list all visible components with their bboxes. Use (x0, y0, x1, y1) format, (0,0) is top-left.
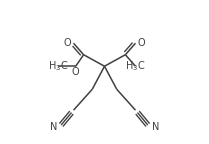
Text: O: O (64, 38, 71, 48)
Text: $\mathregular{H_3C}$: $\mathregular{H_3C}$ (125, 59, 146, 73)
Text: O: O (138, 38, 145, 48)
Text: N: N (50, 122, 57, 132)
Text: $\mathregular{H_3C}$: $\mathregular{H_3C}$ (48, 59, 69, 73)
Text: O: O (72, 67, 79, 77)
Text: N: N (152, 122, 159, 132)
